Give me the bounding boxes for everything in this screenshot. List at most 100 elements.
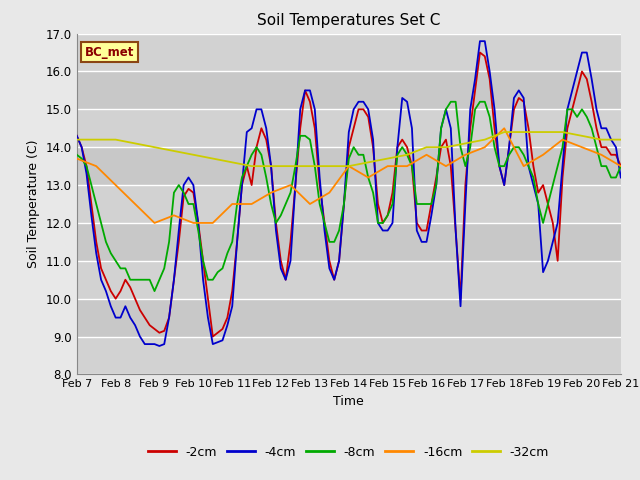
-32cm: [248, 163, 255, 169]
-32cm: [364, 159, 372, 165]
-32cm: [598, 137, 605, 143]
X-axis label: Time: Time: [333, 395, 364, 408]
Bar: [77, 223, 621, 261]
-16cm: [92, 163, 100, 169]
Text: BC_met: BC_met: [85, 46, 134, 59]
-16cm: [73, 156, 81, 161]
-32cm: [442, 144, 450, 150]
-32cm: [287, 163, 294, 169]
Bar: [77, 185, 621, 223]
-4cm: [534, 201, 542, 207]
-4cm: [491, 107, 499, 112]
-16cm: [384, 163, 392, 169]
-16cm: [617, 163, 625, 169]
-16cm: [559, 137, 566, 143]
-32cm: [617, 137, 625, 143]
Line: -16cm: -16cm: [77, 128, 621, 223]
-16cm: [268, 190, 275, 195]
Bar: [77, 299, 621, 336]
-16cm: [481, 144, 489, 150]
-16cm: [326, 190, 333, 195]
-16cm: [287, 182, 294, 188]
-16cm: [150, 220, 158, 226]
-32cm: [73, 137, 81, 143]
-32cm: [326, 163, 333, 169]
-16cm: [209, 220, 216, 226]
-32cm: [384, 156, 392, 161]
-32cm: [403, 152, 411, 157]
-2cm: [92, 239, 100, 245]
-4cm: [88, 213, 95, 218]
-16cm: [170, 213, 178, 218]
-16cm: [500, 125, 508, 131]
-16cm: [248, 201, 255, 207]
Line: -4cm: -4cm: [77, 41, 621, 346]
-2cm: [73, 133, 81, 139]
Y-axis label: Soil Temperature (C): Soil Temperature (C): [28, 140, 40, 268]
-8cm: [73, 152, 81, 157]
-4cm: [73, 133, 81, 139]
-16cm: [345, 163, 353, 169]
-4cm: [156, 343, 163, 349]
-16cm: [306, 201, 314, 207]
-8cm: [253, 144, 260, 150]
-4cm: [617, 175, 625, 180]
-32cm: [306, 163, 314, 169]
-32cm: [461, 141, 469, 146]
-2cm: [534, 190, 542, 195]
-2cm: [476, 49, 484, 55]
-8cm: [92, 201, 100, 207]
Line: -8cm: -8cm: [77, 102, 621, 291]
Bar: [77, 147, 621, 185]
Bar: [77, 261, 621, 299]
Bar: [77, 72, 621, 109]
Bar: [77, 34, 621, 72]
-16cm: [131, 201, 139, 207]
-2cm: [588, 99, 595, 105]
-16cm: [578, 144, 586, 150]
Line: -2cm: -2cm: [77, 52, 621, 336]
-16cm: [403, 163, 411, 169]
-32cm: [500, 129, 508, 135]
-32cm: [345, 163, 353, 169]
-4cm: [253, 107, 260, 112]
-16cm: [520, 163, 527, 169]
-16cm: [422, 152, 430, 157]
Legend: -2cm, -4cm, -8cm, -16cm, -32cm: -2cm, -4cm, -8cm, -16cm, -32cm: [143, 441, 554, 464]
Title: Soil Temperatures Set C: Soil Temperatures Set C: [257, 13, 440, 28]
-8cm: [588, 125, 595, 131]
-32cm: [578, 133, 586, 139]
-32cm: [131, 141, 139, 146]
-16cm: [112, 182, 120, 188]
-32cm: [112, 137, 120, 143]
-32cm: [150, 144, 158, 150]
-4cm: [92, 251, 100, 256]
-32cm: [209, 156, 216, 161]
-8cm: [491, 144, 499, 150]
-32cm: [189, 152, 197, 157]
-8cm: [150, 288, 158, 294]
-32cm: [228, 159, 236, 165]
-16cm: [364, 175, 372, 180]
-2cm: [491, 125, 499, 131]
-32cm: [170, 148, 178, 154]
-2cm: [617, 163, 625, 169]
-8cm: [534, 201, 542, 207]
-32cm: [520, 129, 527, 135]
-2cm: [253, 144, 260, 150]
-8cm: [88, 182, 95, 188]
Bar: [77, 336, 621, 374]
-2cm: [88, 201, 95, 207]
-4cm: [588, 76, 595, 82]
Bar: [77, 109, 621, 147]
-2cm: [209, 334, 216, 339]
-32cm: [268, 163, 275, 169]
-32cm: [92, 137, 100, 143]
-32cm: [422, 144, 430, 150]
-16cm: [442, 163, 450, 169]
-16cm: [461, 152, 469, 157]
-32cm: [540, 129, 547, 135]
-16cm: [189, 220, 197, 226]
-16cm: [540, 152, 547, 157]
-32cm: [481, 137, 489, 143]
